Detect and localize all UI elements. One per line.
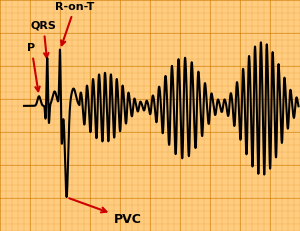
Text: PVC: PVC [69, 198, 142, 226]
Text: QRS: QRS [31, 21, 56, 58]
Text: P: P [27, 43, 40, 91]
Text: R-on-T: R-on-T [55, 2, 95, 45]
